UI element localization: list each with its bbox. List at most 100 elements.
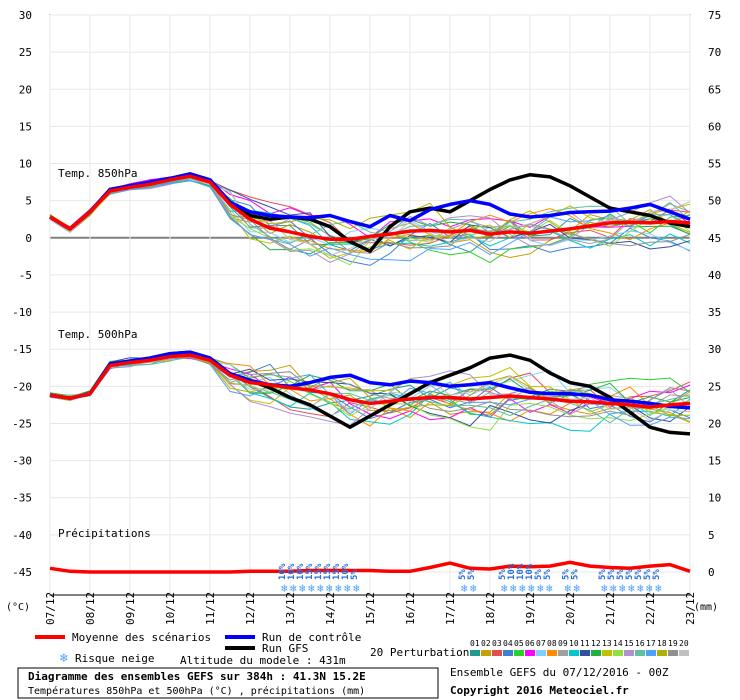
x-tick-label: 14/12 bbox=[324, 592, 337, 625]
left-axis-ticks: 30 25 20 15 10 5 0 -5 -10 -15 -20 -25 -30 -35 -40 -45 bbox=[12, 9, 32, 579]
pert-number: 01 bbox=[470, 639, 480, 648]
snow-risk-percent: 5% bbox=[534, 569, 544, 580]
left-tick-label: 5 bbox=[25, 195, 32, 208]
series-t500-run-de-contrôle bbox=[49, 350, 691, 410]
pert-swatch bbox=[492, 650, 502, 656]
snow-risk-percent: 5% bbox=[498, 569, 508, 580]
footer-subtitle: Températures 850hPa et 500hPa (°C) , pré… bbox=[28, 685, 365, 697]
snowflake-icon: ❄ bbox=[59, 651, 68, 666]
x-tick-label: 20/12 bbox=[564, 592, 577, 625]
snowflake-icon: ❄ bbox=[501, 582, 508, 595]
left-tick-label: -35 bbox=[12, 492, 32, 505]
snow-risk-percent: 15% bbox=[323, 563, 333, 580]
pert-number: 17 bbox=[646, 639, 656, 648]
pert-swatch bbox=[503, 650, 513, 656]
right-tick-label: 45 bbox=[708, 232, 721, 245]
x-tick-label: 07/12 bbox=[44, 592, 57, 625]
snow-risk-percent: 5% bbox=[350, 569, 360, 580]
pert-swatch bbox=[536, 650, 546, 656]
x-tick-label: 13/12 bbox=[284, 592, 297, 625]
right-tick-label: 25 bbox=[708, 380, 721, 393]
snowflake-icon: ❄ bbox=[573, 582, 580, 595]
left-tick-label: 0 bbox=[25, 232, 32, 245]
snowflake-icon: ❄ bbox=[546, 582, 553, 595]
pert-number: 06 bbox=[525, 639, 535, 648]
snow-risk-percent: 5% bbox=[598, 569, 608, 580]
snowflake-icon: ❄ bbox=[308, 582, 315, 595]
left-axis-unit: (°C) bbox=[6, 602, 30, 613]
right-tick-label: 15 bbox=[708, 455, 721, 468]
snow-risk-percent: 5% bbox=[607, 569, 617, 580]
left-tick-label: -20 bbox=[12, 380, 32, 393]
snow-risk-percent: 15% bbox=[314, 563, 324, 580]
left-tick-label: 20 bbox=[19, 83, 32, 96]
snowflake-icon: ❄ bbox=[528, 582, 535, 595]
x-tick-label: 10/12 bbox=[164, 592, 177, 625]
pert-swatch bbox=[679, 650, 689, 656]
right-tick-label: 10 bbox=[708, 492, 721, 505]
snowflake-icon: ❄ bbox=[326, 582, 333, 595]
snowflake-icon: ❄ bbox=[510, 582, 517, 595]
right-tick-label: 50 bbox=[708, 195, 721, 208]
left-tick-label: 25 bbox=[19, 46, 32, 59]
snowflake-icon: ❄ bbox=[619, 582, 626, 595]
snowflake-icon: ❄ bbox=[564, 582, 571, 595]
panel-label-t850: Temp. 850hPa bbox=[58, 167, 137, 180]
pert-swatch bbox=[635, 650, 645, 656]
pert-number: 03 bbox=[492, 639, 502, 648]
x-tick-label: 12/12 bbox=[244, 592, 257, 625]
snow-risk-markers: 10%❄10%❄10%❄15%❄15%❄15%❄15%❄10%❄5%❄5%❄5%… bbox=[278, 563, 662, 595]
x-tick-label: 23/12 bbox=[684, 592, 697, 625]
snow-risk-percent: 10% bbox=[507, 563, 517, 580]
snowflake-icon: ❄ bbox=[281, 582, 288, 595]
pert-number: 04 bbox=[503, 639, 513, 648]
left-tick-label: -30 bbox=[12, 455, 32, 468]
snow-risk-percent: 10% bbox=[516, 563, 526, 580]
legend-mean-label: Moyenne des scénarios bbox=[72, 631, 211, 644]
snow-risk-percent: 5% bbox=[634, 569, 644, 580]
snow-risk-percent: 10% bbox=[287, 563, 297, 580]
right-tick-label: 60 bbox=[708, 120, 721, 133]
pert-number: 19 bbox=[668, 639, 678, 648]
pert-number: 02 bbox=[481, 639, 491, 648]
left-tick-label: -10 bbox=[12, 306, 32, 319]
pert-swatch bbox=[470, 650, 480, 656]
pert-swatch bbox=[558, 650, 568, 656]
panel-label-precip: Précipitations bbox=[58, 527, 151, 540]
right-tick-label: 70 bbox=[708, 46, 721, 59]
snowflake-icon: ❄ bbox=[461, 582, 468, 595]
left-tick-label: 15 bbox=[19, 120, 32, 133]
left-tick-label: 10 bbox=[19, 158, 32, 171]
footer-box bbox=[17, 667, 439, 699]
series-t850-run-de-contrôle bbox=[49, 172, 691, 231]
snow-risk-percent: 5% bbox=[467, 569, 477, 580]
snowflake-icon: ❄ bbox=[344, 582, 351, 595]
pert-swatch bbox=[591, 650, 601, 656]
pert-number: 18 bbox=[657, 639, 667, 648]
snow-risk-percent: 5% bbox=[643, 569, 653, 580]
left-tick-label: 30 bbox=[19, 9, 32, 22]
snow-risk-percent: 5% bbox=[616, 569, 626, 580]
right-tick-label: 55 bbox=[708, 158, 721, 171]
right-tick-label: 5 bbox=[708, 529, 715, 542]
left-tick-label: -25 bbox=[12, 417, 32, 430]
snow-risk-percent: 5% bbox=[561, 569, 571, 580]
snow-risk-percent: 10% bbox=[341, 563, 351, 580]
right-tick-label: 40 bbox=[708, 269, 721, 282]
snowflake-icon: ❄ bbox=[655, 582, 662, 595]
snow-risk-percent: 15% bbox=[332, 563, 342, 580]
snow-risk-percent: 5% bbox=[543, 569, 553, 580]
right-tick-label: 75 bbox=[708, 9, 721, 22]
pert-number: 14 bbox=[613, 639, 623, 648]
legend-altitude: Altitude du modele : 431m bbox=[180, 654, 346, 667]
snowflake-icon: ❄ bbox=[646, 582, 653, 595]
x-tick-label: 15/12 bbox=[364, 592, 377, 625]
perturbation-swatches: 01 02 03 04 05 06 07 08 09 10 11 12 13 14 15 16 17 18 19 20 bbox=[470, 639, 689, 656]
snowflake-icon: ❄ bbox=[470, 582, 477, 595]
pert-number: 13 bbox=[602, 639, 612, 648]
x-tick-label: 17/12 bbox=[444, 592, 457, 625]
snow-risk-percent: 15% bbox=[305, 563, 315, 580]
